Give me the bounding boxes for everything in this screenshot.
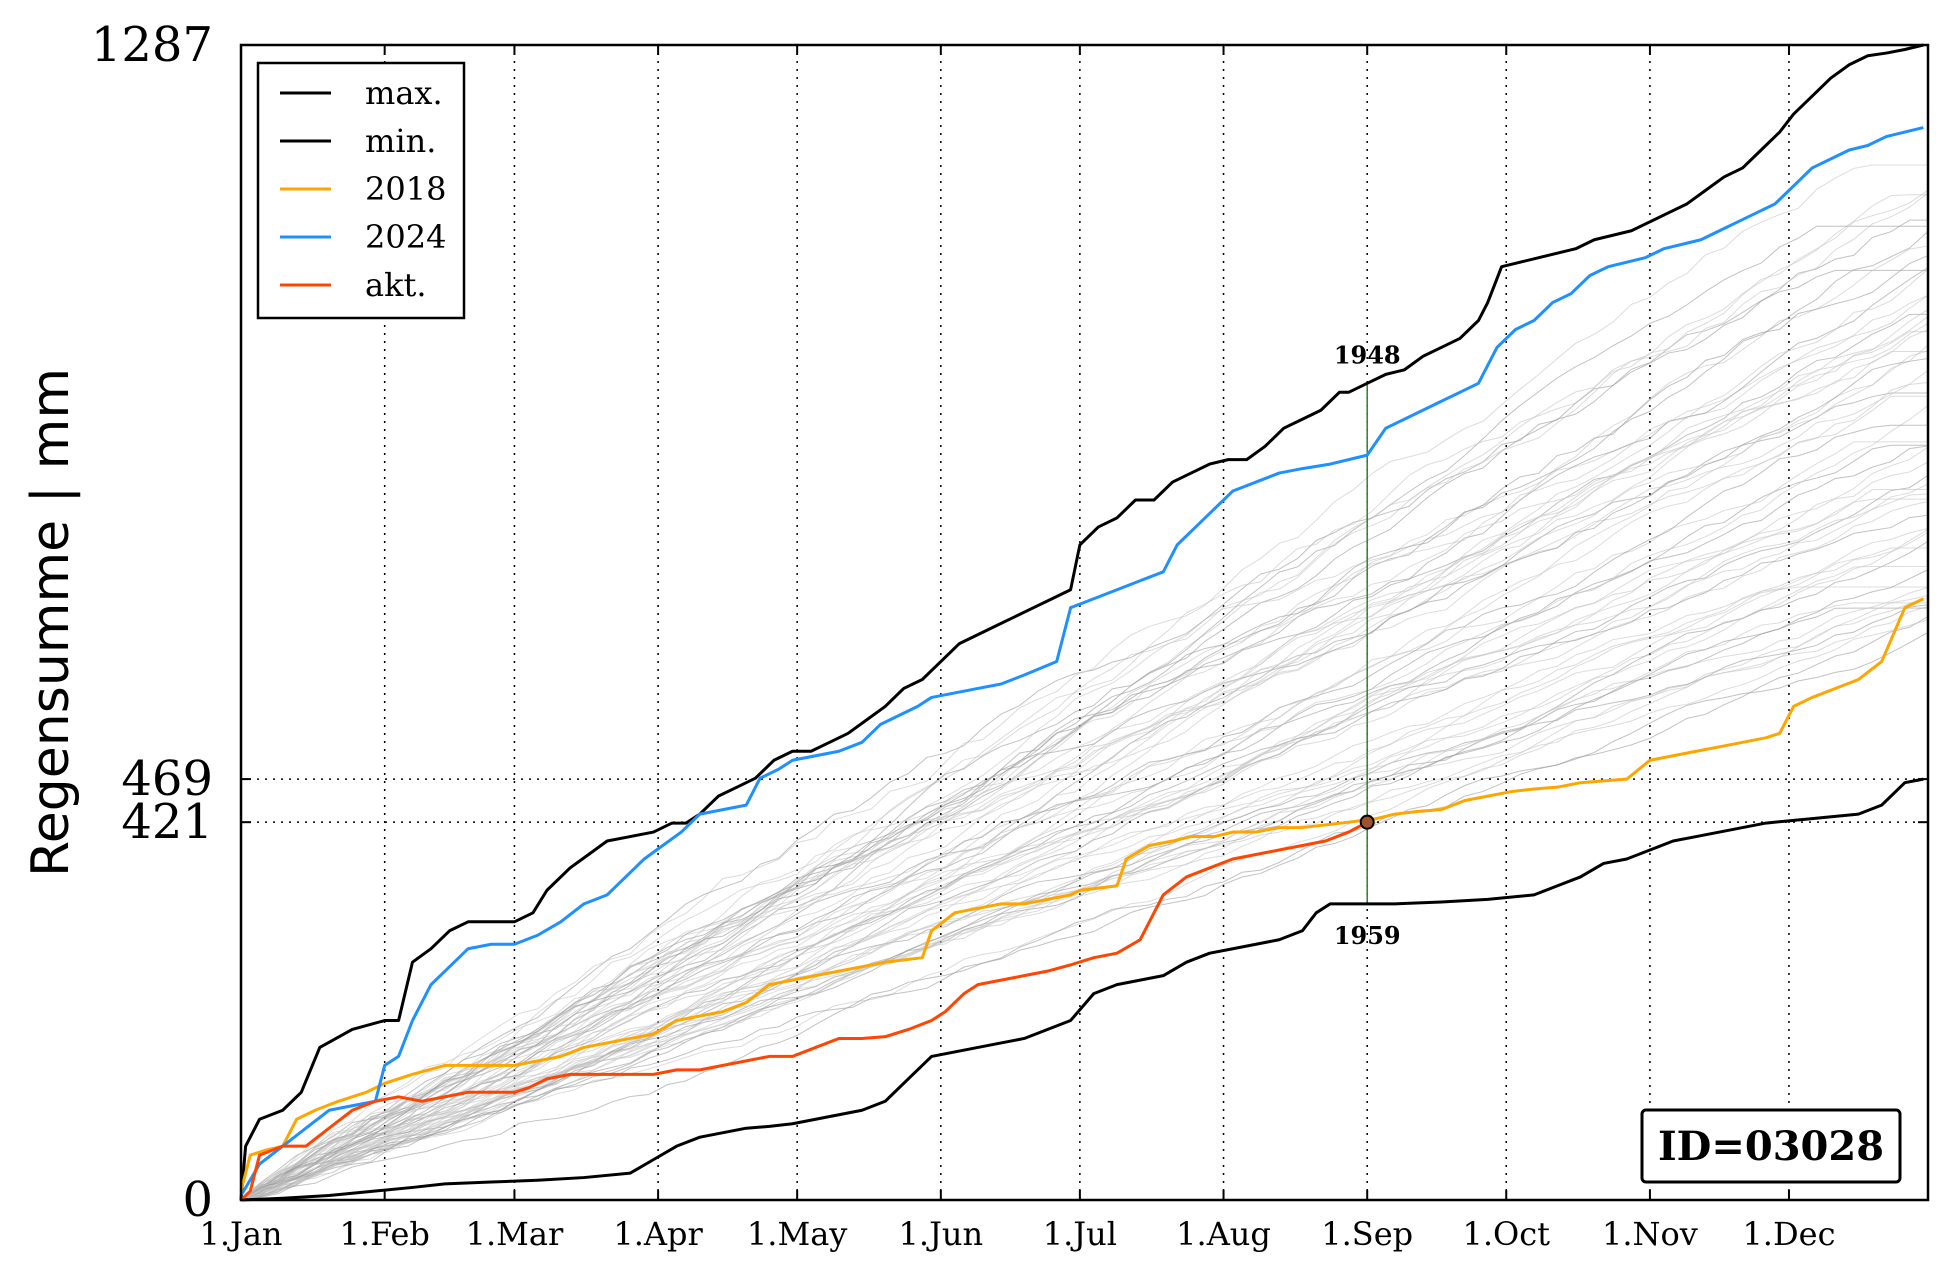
background-year-line <box>240 194 1928 1201</box>
background-year-line <box>240 323 1929 1201</box>
year-annotation: 1948 <box>1334 340 1401 369</box>
background-year-line <box>240 569 1929 1201</box>
background-year-lines <box>240 164 1929 1201</box>
x-tick-label: 1.Jan <box>199 1215 282 1253</box>
background-year-line <box>240 528 1929 1201</box>
y-axis-label: Regensumme | mm <box>21 368 81 877</box>
background-year-line <box>240 316 1929 1201</box>
background-year-line <box>240 424 1928 1201</box>
station-id-label: ID=03028 <box>1658 1123 1884 1170</box>
background-year-line <box>240 369 1929 1201</box>
background-year-line <box>240 514 1929 1201</box>
x-tick-label: 1.Oct <box>1462 1215 1550 1253</box>
y-tick-label: 469 <box>121 751 213 807</box>
y-tick-label: 1287 <box>91 17 213 73</box>
background-year-line <box>240 566 1928 1201</box>
background-year-line <box>240 444 1928 1201</box>
background-year-line <box>240 189 1929 1201</box>
background-year-line <box>240 331 1928 1201</box>
x-tick-label: 1.Aug <box>1176 1215 1271 1253</box>
background-year-line <box>240 381 1929 1201</box>
background-year-line <box>240 489 1928 1201</box>
x-tick-label: 1.Jul <box>1043 1215 1117 1253</box>
x-tick-label: 1.Dec <box>1742 1215 1835 1253</box>
background-year-line <box>240 219 1928 1201</box>
background-year-line <box>240 441 1928 1201</box>
background-year-line <box>240 631 1929 1201</box>
background-year-line <box>240 255 1929 1201</box>
legend: max. min. 2018 2024 akt. <box>256 61 466 320</box>
legend-label: 2024 <box>365 218 446 256</box>
background-year-line <box>240 350 1929 1201</box>
legend-label: 2018 <box>365 170 446 208</box>
series-line-2018 <box>239 597 1925 1192</box>
legend-label: min. <box>365 122 436 160</box>
series-lines <box>239 43 1925 1202</box>
background-year-line <box>240 357 1929 1201</box>
x-tick-label: 1.Mar <box>466 1215 564 1253</box>
background-year-line <box>240 192 1929 1201</box>
year-annotation: 1959 <box>1334 921 1401 950</box>
background-year-line <box>240 616 1929 1201</box>
background-year-line <box>240 268 1929 1201</box>
x-tick-label: 1.May <box>747 1215 847 1253</box>
background-year-line <box>240 294 1929 1201</box>
legend-label: max. <box>365 74 443 112</box>
x-tick-label: 1.Jun <box>899 1215 984 1253</box>
background-year-line <box>240 501 1929 1201</box>
year-annotations: 1948 1959 <box>1334 340 1401 950</box>
x-tick-label: 1.Sep <box>1321 1215 1413 1253</box>
background-year-line <box>240 587 1929 1201</box>
legend-label: akt. <box>365 266 427 304</box>
reference-lines <box>241 778 1928 823</box>
background-year-line <box>240 164 1928 1201</box>
y-tick-label: 0 <box>182 1172 213 1228</box>
background-year-line <box>240 351 1928 1201</box>
series-line-max <box>239 43 1924 1201</box>
background-year-line <box>240 344 1929 1201</box>
x-axis: 1.Jan 1.Feb 1.Mar 1.Apr 1.May 1.Jun 1.Jul 1.Aug… <box>199 45 1835 1253</box>
y-tick-label: 421 <box>121 794 213 850</box>
series-line-2024 <box>239 126 1924 1197</box>
series-line-min <box>240 777 1924 1202</box>
id-box: ID=03028 <box>1640 1108 1902 1184</box>
background-year-line <box>240 392 1928 1201</box>
background-year-line <box>240 607 1928 1201</box>
plot-frame <box>239 43 1930 1202</box>
background-year-line <box>240 461 1929 1201</box>
x-tick-label: 1.Feb <box>339 1215 429 1253</box>
background-year-line <box>240 586 1928 1201</box>
background-year-line <box>240 267 1929 1201</box>
background-year-line <box>240 528 1929 1201</box>
current-value-marker <box>1359 814 1375 830</box>
background-year-line <box>240 446 1929 1201</box>
x-tick-label: 1.Apr <box>613 1215 703 1253</box>
x-tick-label: 1.Nov <box>1602 1215 1698 1253</box>
series-line-akt <box>239 820 1368 1202</box>
